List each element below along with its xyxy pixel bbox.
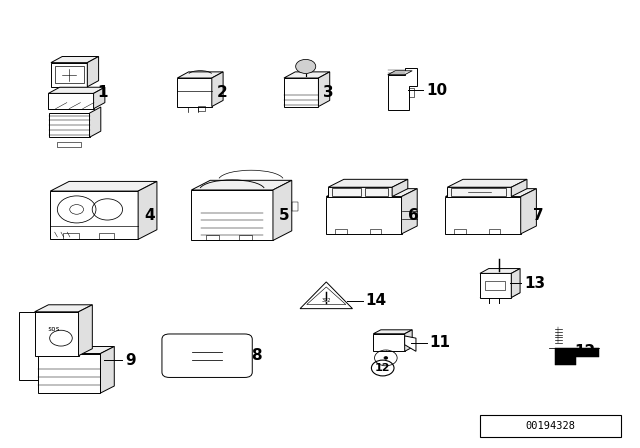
Polygon shape (388, 71, 412, 75)
Polygon shape (51, 56, 99, 63)
Polygon shape (49, 113, 90, 137)
Text: 10: 10 (427, 82, 448, 98)
Text: 00194328: 00194328 (525, 421, 575, 431)
Polygon shape (79, 305, 92, 356)
Polygon shape (177, 72, 223, 78)
Polygon shape (326, 189, 417, 197)
Polygon shape (511, 179, 527, 197)
Polygon shape (38, 353, 100, 393)
Bar (454, 229, 466, 234)
Bar (335, 229, 347, 234)
Circle shape (384, 357, 388, 359)
Polygon shape (521, 189, 536, 234)
Polygon shape (480, 268, 520, 273)
Text: 13: 13 (524, 276, 545, 291)
Polygon shape (328, 179, 408, 187)
Bar (451, 188, 506, 196)
Polygon shape (373, 330, 412, 334)
Text: 1: 1 (97, 85, 108, 100)
Polygon shape (273, 180, 292, 241)
Polygon shape (388, 68, 417, 110)
Bar (365, 188, 388, 196)
Polygon shape (480, 273, 511, 297)
Polygon shape (51, 181, 157, 191)
Polygon shape (212, 72, 223, 107)
Bar (292, 202, 298, 211)
Bar (99, 233, 115, 239)
Circle shape (296, 60, 316, 73)
Bar (480, 415, 621, 437)
Text: 3: 3 (323, 85, 334, 100)
Polygon shape (100, 346, 115, 393)
Polygon shape (51, 63, 87, 87)
Polygon shape (191, 190, 273, 241)
Text: 8: 8 (251, 348, 262, 363)
Polygon shape (401, 189, 417, 234)
Bar (206, 235, 219, 241)
Polygon shape (556, 348, 599, 366)
Text: 2: 2 (216, 85, 227, 100)
Polygon shape (328, 187, 392, 197)
Bar (63, 233, 79, 239)
Polygon shape (319, 72, 330, 107)
Text: 4: 4 (145, 208, 155, 223)
Bar (57, 142, 81, 147)
Polygon shape (51, 191, 138, 239)
Bar (239, 235, 252, 241)
Bar (409, 88, 414, 97)
Polygon shape (49, 87, 105, 93)
Text: 372: 372 (321, 298, 331, 303)
Polygon shape (284, 72, 330, 78)
Polygon shape (404, 336, 416, 351)
Polygon shape (90, 107, 100, 137)
Polygon shape (49, 93, 93, 109)
Polygon shape (326, 197, 401, 234)
Polygon shape (480, 293, 520, 297)
Polygon shape (284, 78, 319, 107)
Text: sos: sos (47, 327, 60, 332)
Polygon shape (191, 180, 292, 190)
Polygon shape (38, 346, 115, 353)
Polygon shape (511, 268, 520, 297)
Text: 7: 7 (533, 208, 544, 223)
Polygon shape (87, 56, 99, 87)
Text: 12: 12 (574, 344, 595, 359)
Polygon shape (373, 334, 404, 351)
Bar (370, 229, 381, 234)
Polygon shape (19, 312, 38, 380)
Text: 9: 9 (125, 353, 136, 368)
Polygon shape (392, 179, 408, 197)
Polygon shape (447, 179, 527, 187)
Polygon shape (93, 87, 105, 109)
Bar (332, 188, 361, 196)
Polygon shape (445, 189, 536, 197)
Text: 6: 6 (408, 208, 419, 223)
Text: 11: 11 (430, 335, 451, 350)
Polygon shape (138, 181, 157, 239)
Bar (54, 66, 84, 83)
Polygon shape (445, 197, 521, 234)
Bar (489, 229, 500, 234)
Polygon shape (447, 187, 511, 197)
Text: 14: 14 (366, 293, 387, 308)
Text: 12: 12 (375, 363, 390, 373)
Polygon shape (177, 78, 212, 107)
Polygon shape (35, 312, 79, 356)
Bar (484, 280, 505, 290)
FancyBboxPatch shape (162, 334, 252, 378)
Bar (198, 106, 205, 111)
Text: 5: 5 (279, 208, 290, 223)
Polygon shape (35, 305, 92, 312)
Polygon shape (404, 330, 412, 351)
